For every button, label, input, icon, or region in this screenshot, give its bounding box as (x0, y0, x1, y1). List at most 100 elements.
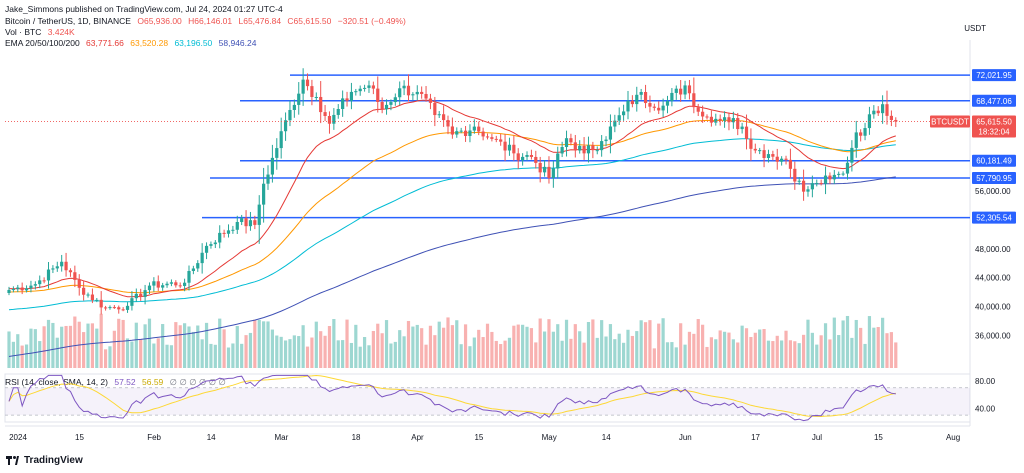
candle-body (788, 159, 793, 169)
volume-bar (832, 317, 836, 368)
volume-bar (810, 332, 814, 368)
time-axis[interactable]: 2024 15 Feb 14 Mar 18 Apr 15 May 14 Jun 17 Jul 15 Aug (5, 425, 970, 442)
volume-bar (499, 344, 503, 368)
candle-body (626, 100, 630, 112)
published-line: Jake_Simmons published on TradingView.co… (5, 4, 287, 14)
time-tick-label: 17 (751, 433, 760, 442)
candle-body (362, 87, 367, 89)
candle-body (582, 145, 586, 154)
ohlc-low: L65,476.84 (238, 16, 282, 26)
volume-bar (670, 342, 674, 368)
candle-body (358, 88, 362, 92)
candle-body (766, 154, 771, 158)
candle-body (477, 126, 481, 132)
candle-body (121, 309, 125, 311)
volume-bar (525, 326, 529, 368)
candle-body (648, 103, 652, 107)
candle-body (823, 175, 828, 184)
volume-bar (485, 323, 490, 368)
rsi-legend[interactable]: RSI (14, close, SMA, 14, 2) 57.52 56.59 … (5, 377, 230, 387)
candle-body (275, 148, 279, 158)
candle-body (424, 93, 428, 99)
volume-bar (11, 341, 15, 368)
candle-body (411, 94, 415, 96)
volume-bar (538, 318, 542, 368)
candle-body (494, 138, 498, 140)
volume-bar (319, 331, 323, 368)
volume-bar (161, 324, 165, 368)
candle-body (191, 268, 195, 271)
price-axis[interactable]: 72,021.95 68,477.06 60,181.49 57,790.95 52,3… (5, 69, 1016, 340)
volume-bar (82, 332, 86, 368)
volume-bar (183, 323, 187, 368)
volume-bar (178, 325, 182, 368)
time-tick-label: 14 (602, 433, 611, 442)
candle-body (652, 106, 656, 108)
volume-bar (705, 346, 709, 368)
volume-bar (591, 319, 595, 368)
volume-bar (512, 325, 516, 368)
ema-line[interactable]: EMA 20/50/100/200 63,771.66 63,520.28 63… (5, 38, 260, 48)
volume-line[interactable]: Vol · BTC 3.424K (5, 27, 79, 37)
candle-body (463, 130, 468, 136)
candle-body (38, 280, 42, 285)
time-tick-label: 15 (75, 433, 84, 442)
volume-bar (222, 329, 226, 368)
candle-body (670, 92, 674, 102)
candle-body (213, 242, 217, 245)
candle-body (24, 288, 29, 291)
candle-body (60, 261, 64, 267)
candle-body (428, 98, 433, 103)
candle-body (468, 130, 472, 136)
volume-bar (780, 340, 784, 368)
candle-body (55, 266, 59, 269)
volume-bar (744, 328, 749, 368)
time-tick-label: 15 (474, 433, 483, 442)
candle-body (622, 111, 626, 116)
candle-body (183, 282, 187, 286)
tradingview-footer[interactable]: TradingView (6, 455, 83, 466)
volume-bar (547, 319, 551, 368)
symbol-name[interactable]: Bitcoin / TetherUS, 1D, BINANCE (5, 16, 131, 26)
candle-body (556, 153, 560, 169)
horizontal-levels[interactable] (202, 74, 970, 219)
ticker-label: BTCUSDT (931, 117, 969, 126)
volume-bar (42, 326, 46, 368)
rsi-pane[interactable]: 80.00 40.00 (5, 374, 996, 422)
candle-body (845, 162, 850, 174)
candle-body (336, 109, 340, 115)
volume-bar (766, 340, 771, 368)
volume-bar (687, 331, 692, 368)
rsi-label: RSI (14, close, SMA, 14, 2) (5, 377, 108, 387)
candle-body (156, 281, 160, 288)
time-tick-label: Jun (679, 433, 692, 442)
volume-bar (828, 339, 832, 368)
volume-bar (38, 341, 42, 368)
volume-bar (652, 348, 656, 368)
candle-body (64, 261, 68, 271)
candle-body (499, 139, 503, 142)
volume-bar (771, 341, 775, 368)
candle-body (516, 153, 520, 161)
volume-bar (665, 342, 670, 368)
candle-body (398, 88, 402, 98)
volume-bar (380, 333, 384, 368)
volume-bar (204, 322, 209, 368)
candle-body (174, 282, 178, 286)
volume-bar (174, 322, 178, 368)
candle-body (578, 145, 582, 151)
volume-bar (209, 343, 213, 368)
ticker-badge[interactable] (930, 115, 970, 128)
candle-body (218, 232, 222, 243)
volume-bar (376, 323, 380, 368)
volume-bar (850, 337, 854, 368)
candle-body (187, 270, 191, 283)
candle-body (371, 85, 375, 89)
candle-body (639, 91, 643, 95)
volume-bar (731, 339, 735, 368)
volume-bar (753, 332, 757, 368)
candle-body (740, 126, 744, 130)
candle-body (801, 180, 806, 192)
candle-body (771, 154, 775, 157)
